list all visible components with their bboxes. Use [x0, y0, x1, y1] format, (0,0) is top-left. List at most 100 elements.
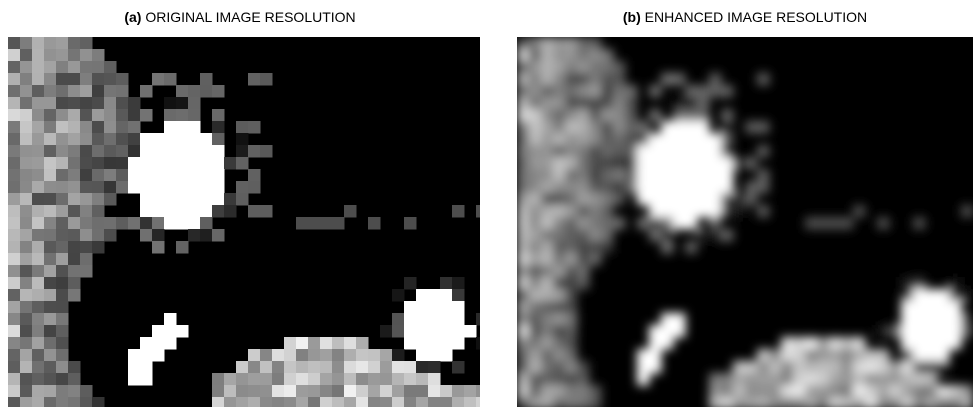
pixel	[44, 61, 57, 74]
pixel	[56, 61, 69, 74]
pixel	[140, 349, 153, 362]
pixel	[553, 85, 566, 98]
pixel	[541, 313, 554, 326]
pixel	[128, 157, 141, 170]
pixel	[464, 385, 477, 398]
pixel	[80, 241, 93, 254]
pixel	[697, 121, 710, 134]
pixel	[913, 385, 926, 398]
pixel	[517, 169, 530, 182]
pixel	[344, 337, 357, 350]
pixel	[8, 49, 21, 62]
pixel	[553, 205, 566, 218]
pixel	[128, 109, 141, 122]
pixel	[853, 385, 866, 398]
pixel	[793, 373, 806, 386]
pixel	[200, 193, 213, 206]
page: (a) ORIGINAL IMAGE RESOLUTION (b) ENHANC…	[0, 0, 973, 407]
pixel	[8, 97, 21, 110]
pixel	[176, 169, 189, 182]
pixel	[673, 217, 686, 230]
pixel	[68, 229, 81, 242]
pixel	[8, 241, 21, 254]
pixel	[517, 349, 530, 362]
pixel	[104, 169, 117, 182]
pixel	[212, 133, 225, 146]
pixel	[452, 289, 465, 302]
pixel	[541, 85, 554, 98]
pixel	[901, 337, 914, 350]
pixel	[116, 109, 129, 122]
pixel	[56, 265, 69, 278]
pixel	[697, 229, 710, 242]
pixel	[68, 361, 81, 374]
pixel	[44, 229, 57, 242]
pixel	[541, 265, 554, 278]
pixel	[529, 361, 542, 374]
pixel	[853, 205, 866, 218]
pixel	[440, 397, 453, 407]
pixel	[853, 349, 866, 362]
pixel	[541, 133, 554, 146]
pixel	[565, 169, 578, 182]
pixel	[20, 337, 33, 350]
pixel	[541, 349, 554, 362]
pixel	[20, 145, 33, 158]
pixel	[541, 385, 554, 398]
pixel	[44, 241, 57, 254]
pixel	[80, 229, 93, 242]
pixel	[553, 361, 566, 374]
pixel	[577, 361, 590, 374]
pixel	[44, 301, 57, 314]
pixel	[248, 385, 261, 398]
pixel	[68, 253, 81, 266]
pixel	[565, 193, 578, 206]
pixel	[781, 397, 794, 407]
pixel	[428, 289, 441, 302]
pixel	[92, 169, 105, 182]
pixel	[32, 361, 45, 374]
pixel	[56, 253, 69, 266]
pixel	[164, 73, 177, 86]
pixel	[296, 349, 309, 362]
pixel	[8, 217, 21, 230]
pixel	[805, 373, 818, 386]
pixel	[673, 169, 686, 182]
pixel	[344, 397, 357, 407]
pixel	[517, 109, 530, 122]
pixel	[92, 217, 105, 230]
pixel	[20, 193, 33, 206]
pixel	[877, 361, 890, 374]
pixel	[925, 349, 938, 362]
panel-title: (a) ORIGINAL IMAGE RESOLUTION	[124, 9, 355, 25]
pixel	[565, 349, 578, 362]
pixel	[661, 229, 674, 242]
pixel	[68, 109, 81, 122]
pixel	[308, 337, 321, 350]
pixel	[140, 181, 153, 194]
pixel	[661, 313, 674, 326]
pixel	[176, 241, 189, 254]
pixel	[613, 85, 626, 98]
pixel	[709, 133, 722, 146]
pixel	[517, 193, 530, 206]
pixel	[577, 37, 590, 50]
pixel	[248, 361, 261, 374]
pixel	[104, 157, 117, 170]
pixel	[200, 85, 213, 98]
pixel	[32, 49, 45, 62]
pixel	[392, 397, 405, 407]
pixel	[440, 385, 453, 398]
pixel	[140, 205, 153, 218]
pixel	[517, 121, 530, 134]
pixel	[565, 181, 578, 194]
pixel	[601, 157, 614, 170]
pixel	[637, 181, 650, 194]
pixel	[200, 169, 213, 182]
pixel	[685, 181, 698, 194]
pixel	[8, 265, 21, 278]
pixel	[601, 229, 614, 242]
pixel	[529, 337, 542, 350]
pixel	[865, 361, 878, 374]
pixel	[925, 313, 938, 326]
